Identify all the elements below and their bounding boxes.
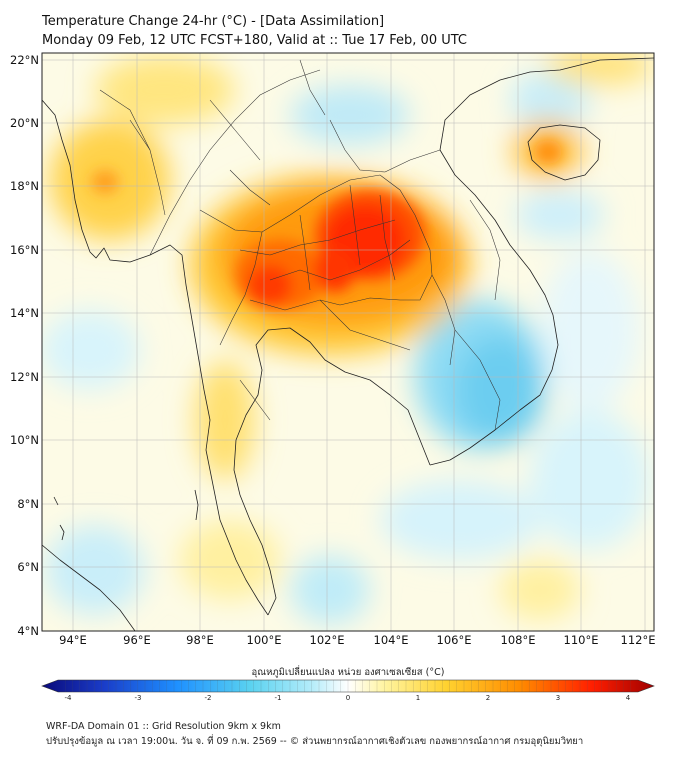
latitude-labels: 22°N 20°N 18°N 16°N 14°N 12°N 10°N 8°N 6… [10,53,39,638]
map-frame [41,52,655,632]
borders [99,59,501,431]
colorbar-tick: -1 [275,694,282,702]
lat-label: 16°N [10,243,39,257]
lon-label: 112°E [621,633,656,647]
colorbar-tick: -4 [65,694,73,702]
colorbar-tick: 3 [556,694,560,702]
lat-label: 22°N [10,53,39,67]
lon-label: 110°E [564,633,599,647]
lon-label: 100°E [247,633,282,647]
lat-label: 10°N [10,433,39,447]
title-line-1: Temperature Change 24-hr (°C) - [Data As… [42,14,385,29]
lat-label: 6°N [17,560,39,574]
colorbar: อุณหภูมิเปลี่ยนแปลง หน่วย องศาเซลเซียส (… [41,665,655,702]
longitude-labels: 94°E 96°E 98°E 100°E 102°E 104°E 106°E 1… [59,633,655,647]
footer-line-1: WRF-DA Domain 01 :: Grid Resolution 9km … [46,721,281,732]
lat-label: 12°N [10,370,39,384]
colorbar-tick: -3 [135,694,142,702]
footer-line-2: ปรับปรุงข้อมูล ณ เวลา 19:00น. วัน จ. ที่… [46,736,584,747]
lon-label: 104°E [374,633,409,647]
lon-label: 98°E [186,633,214,647]
title-line-2: Monday 09 Feb, 12 UTC FCST+180, Valid at… [42,33,467,48]
lon-label: 96°E [123,633,151,647]
coastlines [42,57,654,631]
lat-label: 4°N [17,624,39,638]
colorbar-bar [41,679,655,693]
lon-label: 108°E [501,633,536,647]
footer: WRF-DA Domain 01 :: Grid Resolution 9km … [46,719,583,749]
colorbar-tick: -2 [205,694,212,702]
temperature-field [42,53,654,631]
lat-label: 8°N [17,497,39,511]
colorbar-title: อุณหภูมิเปลี่ยนแปลง หน่วย องศาเซลเซียส (… [252,665,445,678]
lat-label: 14°N [10,306,39,320]
lon-label: 94°E [59,633,87,647]
lon-label: 106°E [437,633,472,647]
colorbar-tick: 0 [346,694,350,702]
colorbar-tick: 1 [416,694,420,702]
lat-label: 18°N [10,179,39,193]
map-title: Temperature Change 24-hr (°C) - [Data As… [42,12,467,50]
colorbar-tick: 4 [626,694,631,702]
colorbar-tick: 2 [486,694,490,702]
lat-label: 20°N [10,116,39,130]
lon-label: 102°E [310,633,345,647]
